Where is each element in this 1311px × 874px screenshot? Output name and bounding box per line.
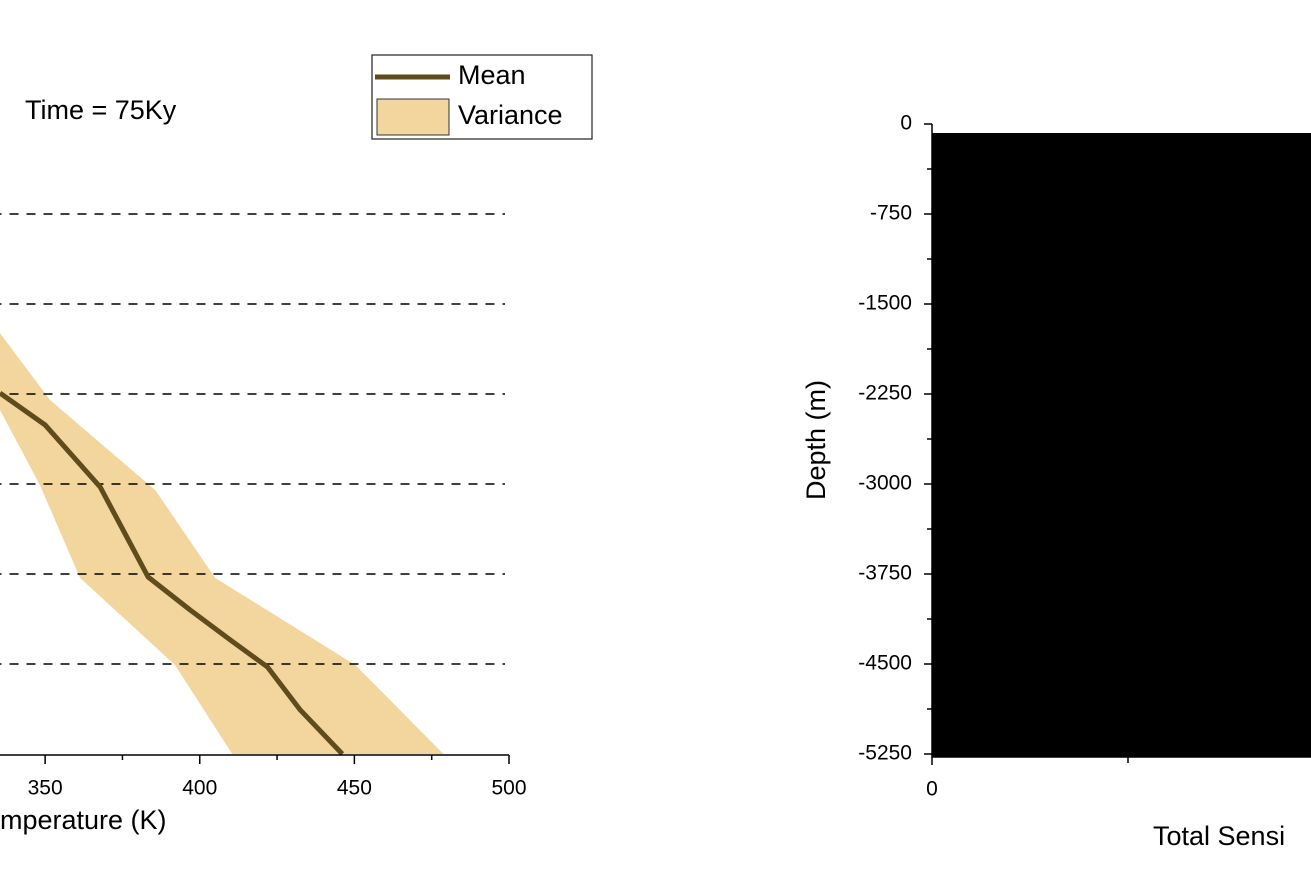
x-tick-label: 0: [926, 778, 938, 801]
legend-label: Mean: [458, 60, 526, 90]
legend-label: Variance: [458, 100, 563, 130]
y-axis-label: Depth (m): [801, 380, 831, 500]
y-tick-label: -3750: [858, 562, 912, 585]
x-tick-label: 500: [491, 777, 526, 800]
variance-band: [0, 333, 444, 754]
y-tick-label: -1500: [858, 292, 912, 315]
x-tick-label: 450: [337, 777, 372, 800]
annotation: Time = 75Ky: [25, 95, 177, 125]
legend-swatch: [376, 98, 450, 136]
y-tick-label: -2250: [858, 382, 912, 405]
y-tick-label: -3000: [858, 472, 912, 495]
x-axis-label: Total Sensi: [1153, 821, 1285, 851]
x-tick-label: 350: [28, 777, 63, 800]
y-tick-label: -4500: [858, 652, 912, 675]
x-tick-label: 400: [182, 777, 217, 800]
y-tick-label: -5250: [858, 742, 912, 765]
y-tick-label: -750: [870, 202, 912, 225]
plot-fill: [932, 133, 1311, 757]
mean-line: [0, 390, 345, 756]
y-tick-label: 0: [900, 112, 912, 135]
x-axis-label: mperature (K): [0, 805, 167, 835]
